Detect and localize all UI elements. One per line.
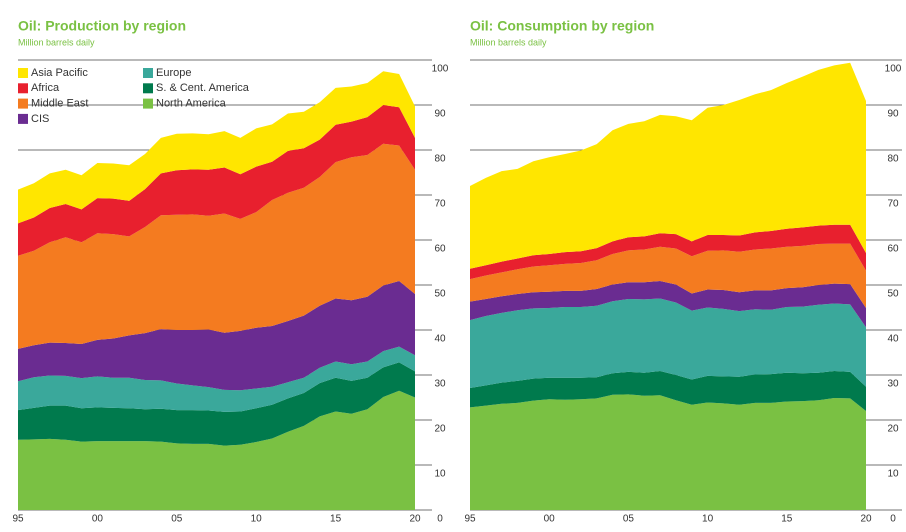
y-tick-label: 70 — [434, 199, 446, 210]
y-tick-label: 80 — [434, 154, 446, 165]
area — [470, 243, 866, 308]
x-tick-label: 05 — [623, 514, 635, 525]
y-tick-label: 100 — [432, 64, 449, 75]
y-tick-label: 100 — [885, 64, 902, 75]
y-tick-label: 40 — [434, 334, 446, 345]
area — [18, 143, 415, 349]
legend-label: Africa — [31, 82, 60, 94]
x-tick-label: 15 — [330, 514, 342, 525]
y-tick-label: 60 — [887, 244, 899, 255]
area — [470, 370, 866, 411]
x-tick-label: 10 — [251, 514, 263, 525]
legend-swatch — [18, 68, 28, 78]
y-tick-label: 90 — [887, 109, 899, 120]
x-tick-label: 20 — [409, 514, 421, 525]
y-tick-label: 50 — [887, 289, 899, 300]
y-tick-label: 30 — [434, 379, 446, 390]
area — [470, 394, 866, 510]
area — [18, 105, 415, 256]
x-tick-label: 00 — [544, 514, 556, 525]
y-tick-label: 20 — [887, 424, 899, 435]
y-tick-label: 10 — [887, 469, 899, 480]
chart-title: Oil: Production by region — [18, 18, 186, 34]
x-tick-label: 20 — [860, 514, 872, 525]
y-tick-label: 70 — [887, 199, 899, 210]
y-tick-label: 0 — [890, 514, 896, 525]
area — [470, 298, 866, 389]
legend-label: Europe — [156, 67, 191, 79]
chart-subtitle: Million barrels daily — [470, 37, 547, 47]
x-tick-label: 15 — [781, 514, 793, 525]
legend-label: S. & Cent. America — [156, 82, 250, 94]
area — [18, 362, 415, 446]
area — [470, 62, 866, 269]
y-tick-label: 10 — [434, 469, 446, 480]
y-tick-label: 60 — [434, 244, 446, 255]
legend-label: North America — [156, 98, 227, 110]
legend-label: CIS — [31, 113, 49, 125]
y-tick-label: 40 — [887, 334, 899, 345]
legend-label: Asia Pacific — [31, 67, 88, 79]
x-tick-label: 00 — [92, 514, 104, 525]
y-tick-label: 0 — [437, 514, 443, 525]
x-tick-label: 05 — [171, 514, 183, 525]
legend-swatch — [18, 83, 28, 94]
legend-swatch — [143, 98, 153, 109]
chart: Oil: Consumption by region Million barrel… — [464, 18, 902, 525]
legend-swatch — [143, 83, 153, 94]
y-tick-label: 30 — [887, 379, 899, 390]
y-tick-label: 20 — [434, 424, 446, 435]
x-tick-label: 95 — [464, 514, 476, 525]
y-tick-label: 80 — [887, 154, 899, 165]
chart-subtitle: Million barrels daily — [18, 37, 95, 47]
legend-swatch — [18, 98, 28, 109]
area — [18, 346, 415, 412]
area — [470, 280, 866, 328]
legend-label: Middle East — [31, 98, 88, 110]
area — [18, 71, 415, 224]
chart-title: Oil: Consumption by region — [470, 18, 654, 34]
x-tick-label: 10 — [702, 514, 714, 525]
legend-swatch — [143, 68, 153, 78]
x-tick-label: 95 — [12, 514, 24, 525]
area — [18, 390, 415, 510]
area — [18, 280, 415, 391]
chart: Oil: Production by region Million barrels… — [12, 18, 448, 525]
legend-swatch — [18, 113, 28, 124]
y-tick-label: 50 — [434, 289, 446, 300]
area — [470, 224, 866, 280]
y-tick-label: 90 — [434, 109, 446, 120]
